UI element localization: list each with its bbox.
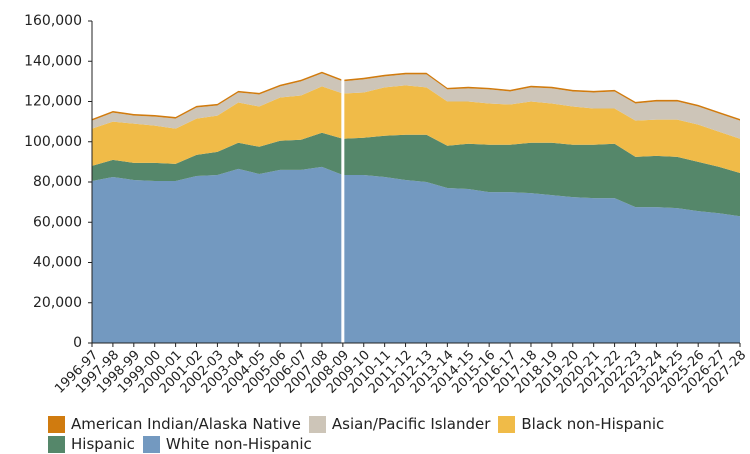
y-tick-label: 0: [73, 335, 82, 351]
area: [92, 71, 740, 121]
y-tick-label: 120,000: [24, 94, 82, 110]
legend-label: American Indian/Alaska Native: [71, 415, 301, 433]
legend-label: Asian/Pacific Islander: [331, 415, 491, 433]
legend-item: Black non-Hispanic: [498, 414, 664, 434]
legend-swatch: [142, 435, 160, 453]
legend-item: American Indian/Alaska Native: [48, 414, 301, 434]
area: [92, 132, 740, 217]
legend-item: White non-Hispanic: [142, 434, 312, 454]
area: [92, 85, 740, 173]
legend: American Indian/Alaska Native Asian/Pacif…: [48, 414, 738, 454]
y-tick-label: 160,000: [24, 13, 82, 29]
y-tick-label: 60,000: [33, 214, 82, 230]
legend-swatch: [498, 415, 516, 433]
legend-label: Black non-Hispanic: [521, 415, 665, 433]
y-tick-label: 80,000: [33, 174, 82, 190]
area: [92, 166, 740, 343]
legend-swatch: [48, 415, 65, 433]
y-tick-label: 100,000: [24, 134, 82, 150]
area: [92, 73, 740, 139]
y-tick-label: 40,000: [33, 255, 82, 271]
chart: 0 20,000 40,000 60,000 80,000 100,000 120,000 1…: [24, 13, 749, 397]
legend-item: Hispanic: [48, 434, 135, 454]
y-tick-label: 20,000: [33, 295, 82, 311]
legend-label: Hispanic: [71, 435, 135, 453]
legend-item: Asian/Pacific Islander: [308, 414, 491, 434]
y-tick-label: 140,000: [24, 53, 82, 69]
legend-swatch: [48, 435, 65, 453]
legend-swatch: [308, 415, 326, 433]
legend-label: White non-Hispanic: [165, 435, 312, 453]
